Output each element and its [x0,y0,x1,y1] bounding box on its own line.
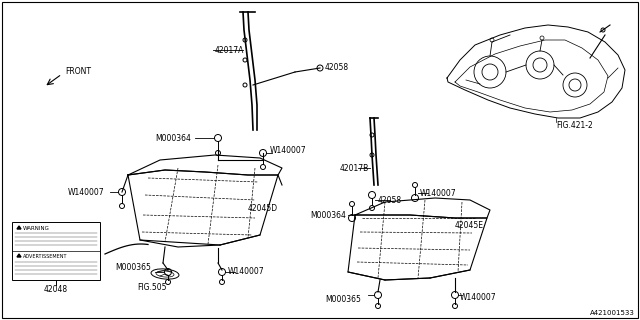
Text: M000365: M000365 [325,294,361,303]
Text: M000364: M000364 [155,133,191,142]
Text: 42058: 42058 [378,196,402,204]
Text: 42048: 42048 [44,285,68,294]
Polygon shape [17,226,21,229]
Text: W140007: W140007 [270,146,307,155]
Text: A421001533: A421001533 [590,310,635,316]
Text: 42045D: 42045D [248,204,278,212]
Text: FIG.505: FIG.505 [137,284,167,292]
Text: W140007: W140007 [420,188,456,197]
Text: FIG.421-2: FIG.421-2 [556,121,593,130]
Ellipse shape [156,271,174,277]
Polygon shape [17,254,21,257]
Text: M000364: M000364 [310,211,346,220]
Text: M000365: M000365 [115,263,151,273]
Text: 42017A: 42017A [215,45,244,54]
Ellipse shape [151,269,179,279]
Text: ADVERTISSEMENT: ADVERTISSEMENT [23,253,67,259]
Text: 42058: 42058 [325,62,349,71]
Bar [12,222,100,280]
Text: W140007: W140007 [228,268,264,276]
Text: 42017B: 42017B [340,164,369,172]
Text: W140007: W140007 [460,293,497,302]
Text: 42045E: 42045E [455,220,484,229]
Text: WARNING: WARNING [23,226,50,230]
Text: FRONT: FRONT [65,67,91,76]
Text: W140007: W140007 [68,188,104,196]
